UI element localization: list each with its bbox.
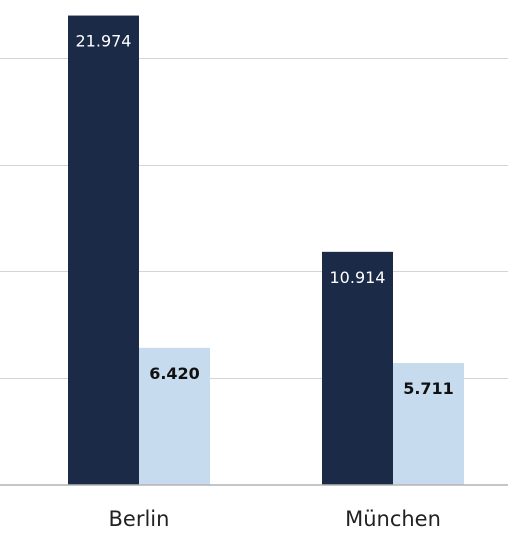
bar-berlin-series-2 <box>139 347 210 485</box>
bar-m-nchen-series-2 <box>393 362 464 485</box>
bars <box>68 15 464 486</box>
value-labels: 21.974 6.420 10.914 5.711 <box>76 32 454 398</box>
bar-m-nchen-series-1 <box>322 251 393 485</box>
bar-berlin-series-1 <box>68 15 139 486</box>
value-label-berlin-series-1: 21.974 <box>76 32 132 51</box>
value-label-m-nchen-series-2: 5.711 <box>403 379 454 398</box>
category-label-m-nchen: München <box>345 507 441 531</box>
category-label-berlin: Berlin <box>109 507 170 531</box>
value-label-m-nchen-series-1: 10.914 <box>330 268 386 287</box>
category-labels: Berlin München <box>109 507 441 531</box>
value-label-berlin-series-2: 6.420 <box>149 364 200 383</box>
